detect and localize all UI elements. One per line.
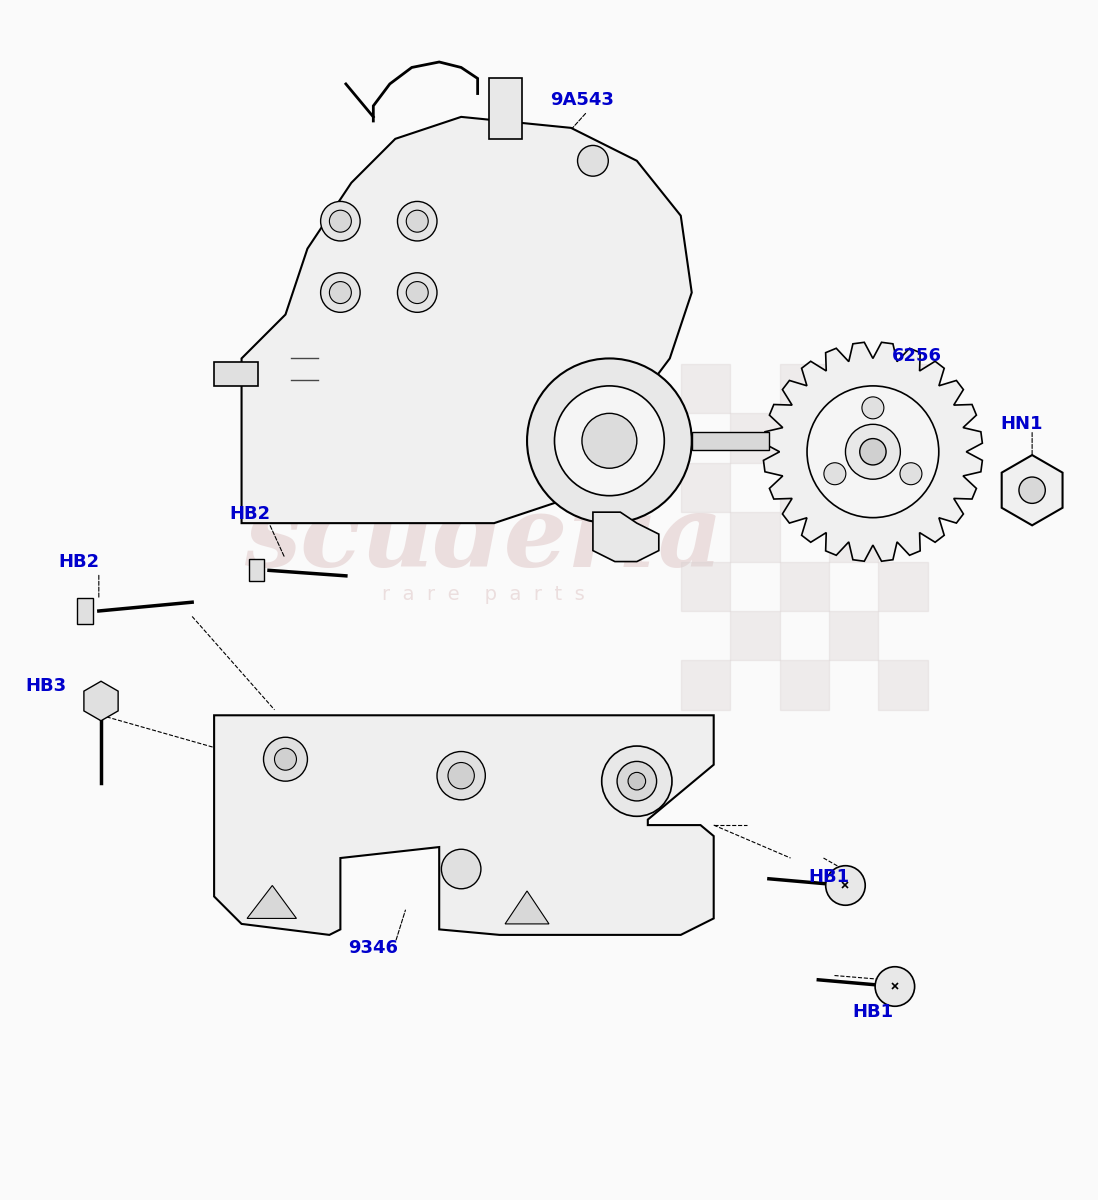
- Bar: [730, 413, 780, 463]
- Text: HB2: HB2: [229, 505, 271, 523]
- Bar: [681, 463, 730, 512]
- Circle shape: [329, 210, 351, 232]
- Bar: [878, 364, 928, 413]
- Polygon shape: [83, 682, 119, 721]
- Circle shape: [321, 202, 360, 241]
- Circle shape: [826, 865, 865, 905]
- Bar: [829, 611, 878, 660]
- Text: HN1: HN1: [1000, 415, 1042, 433]
- Circle shape: [807, 386, 939, 517]
- Text: HB3: HB3: [25, 677, 67, 695]
- Circle shape: [578, 145, 608, 176]
- Circle shape: [824, 463, 845, 485]
- Polygon shape: [505, 890, 549, 924]
- Bar: [780, 364, 829, 413]
- Polygon shape: [1001, 455, 1063, 526]
- Bar: [730, 611, 780, 660]
- Bar: [214, 361, 258, 386]
- Text: 9346: 9346: [348, 940, 399, 958]
- Bar: [692, 432, 769, 450]
- Bar: [780, 660, 829, 709]
- Polygon shape: [214, 715, 714, 935]
- Bar: [780, 463, 829, 512]
- Polygon shape: [249, 559, 264, 581]
- Bar: [878, 660, 928, 709]
- Circle shape: [617, 762, 657, 800]
- Text: 6256: 6256: [892, 347, 942, 365]
- Polygon shape: [247, 886, 296, 918]
- Bar: [489, 78, 522, 139]
- Bar: [730, 512, 780, 562]
- Circle shape: [602, 746, 672, 816]
- Polygon shape: [242, 116, 692, 523]
- Circle shape: [329, 282, 351, 304]
- Text: 9A543: 9A543: [550, 91, 614, 109]
- Circle shape: [274, 749, 296, 770]
- Circle shape: [448, 762, 474, 788]
- Bar: [878, 463, 928, 512]
- Circle shape: [862, 397, 884, 419]
- Circle shape: [406, 282, 428, 304]
- Text: HB1: HB1: [852, 1003, 894, 1021]
- Circle shape: [860, 438, 886, 464]
- Bar: [681, 660, 730, 709]
- Circle shape: [582, 413, 637, 468]
- Circle shape: [1019, 478, 1045, 503]
- Circle shape: [527, 359, 692, 523]
- Bar: [878, 562, 928, 611]
- Bar: [829, 413, 878, 463]
- Circle shape: [554, 386, 664, 496]
- Circle shape: [397, 202, 437, 241]
- Polygon shape: [593, 512, 659, 562]
- Bar: [681, 364, 730, 413]
- Circle shape: [441, 850, 481, 889]
- Polygon shape: [77, 598, 93, 624]
- Circle shape: [845, 425, 900, 479]
- Bar: [829, 512, 878, 562]
- Bar: [780, 562, 829, 611]
- Text: r  a  r  e    p  a  r  t  s: r a r e p a r t s: [382, 586, 584, 604]
- Circle shape: [437, 751, 485, 800]
- Text: HB2: HB2: [58, 552, 100, 570]
- Circle shape: [628, 773, 646, 790]
- Bar: [681, 562, 730, 611]
- Circle shape: [321, 272, 360, 312]
- Circle shape: [875, 967, 915, 1007]
- Circle shape: [264, 737, 307, 781]
- Circle shape: [406, 210, 428, 232]
- Text: HB1: HB1: [808, 868, 850, 886]
- Circle shape: [900, 463, 922, 485]
- Polygon shape: [763, 342, 983, 562]
- Text: scuderia: scuderia: [244, 491, 722, 588]
- Circle shape: [397, 272, 437, 312]
